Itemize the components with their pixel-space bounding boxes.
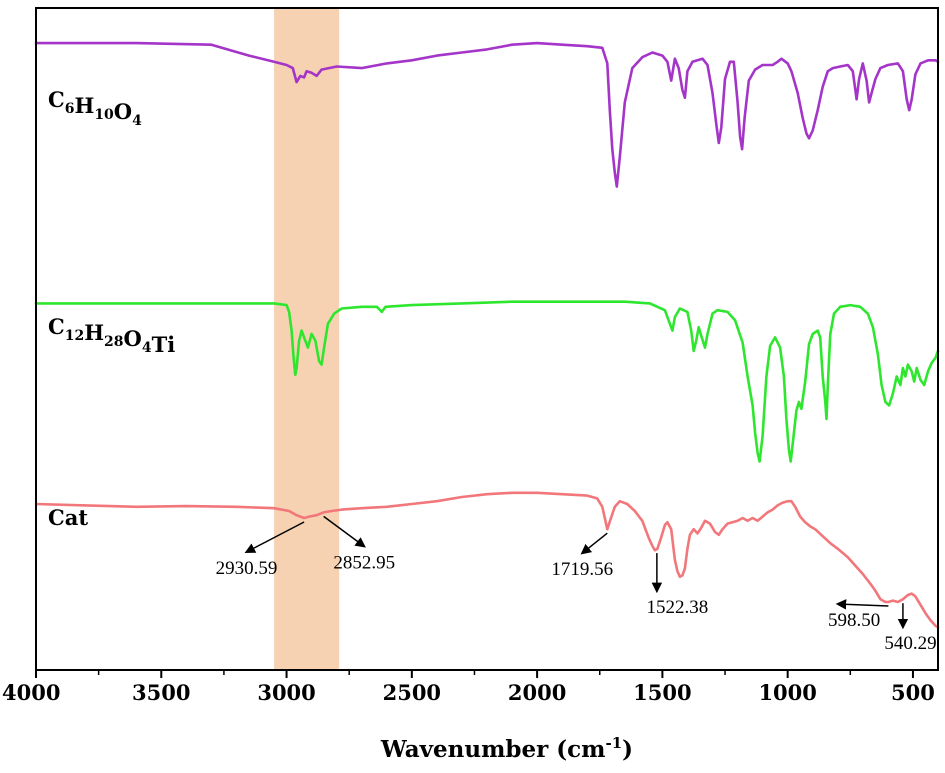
- x-tick-label-1000: 1000: [758, 680, 816, 705]
- x-tick-label-2500: 2500: [383, 680, 441, 705]
- peak-label-1: 2852.95: [333, 552, 395, 573]
- series-label-2: Cat: [48, 505, 88, 530]
- peak-arrow-0: [244, 521, 305, 553]
- series-line-2: [34, 491, 940, 629]
- peak-arrow-4: [835, 599, 889, 610]
- x-tick-label-1500: 1500: [633, 680, 691, 705]
- peak-label-2: 1719.56: [551, 559, 613, 580]
- x-tick-label-4000: 4000: [2, 680, 60, 705]
- series-label-1: C12H28O4Ti: [48, 314, 175, 357]
- series-line-1: [34, 300, 940, 463]
- plot-frame: [35, 7, 939, 671]
- peak-label-5: 540.29: [884, 633, 936, 654]
- x-tick-label-2000: 2000: [508, 680, 566, 705]
- peak-label-4: 598.50: [828, 610, 880, 631]
- peak-label-0: 2930.59: [216, 558, 278, 579]
- highlight-band: [274, 8, 340, 670]
- series-label-0: C6H10O4: [48, 87, 142, 129]
- peak-arrow-2: [580, 532, 608, 555]
- peak-label-3: 1522.38: [647, 597, 709, 618]
- x-tick-label-3000: 3000: [257, 680, 315, 705]
- x-tick-label-500: 500: [891, 680, 935, 705]
- x-axis-title: Wavenumber (cm-1): [380, 734, 633, 763]
- x-tick-label-3500: 3500: [132, 680, 190, 705]
- peak-arrow-1: [323, 515, 366, 548]
- series-line-0: [34, 41, 940, 188]
